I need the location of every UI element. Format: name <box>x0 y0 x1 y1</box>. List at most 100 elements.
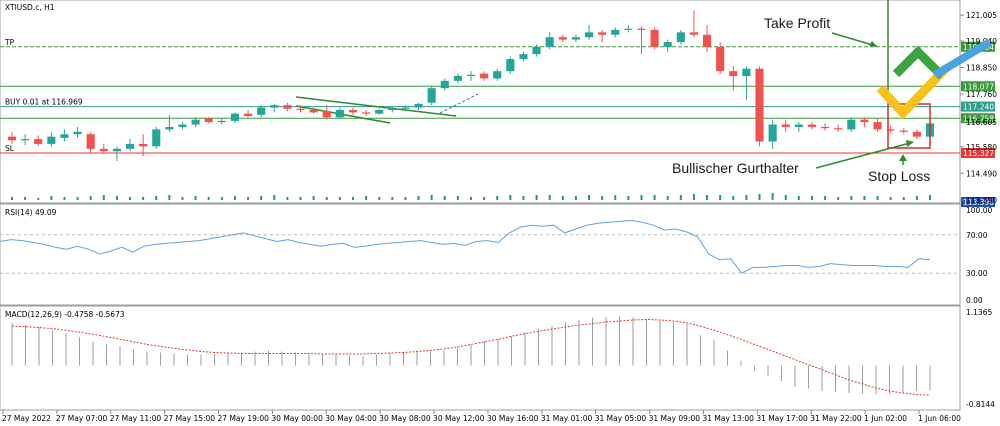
volume-bar <box>732 196 735 200</box>
volume-bar <box>810 196 813 200</box>
time-tick-label: 30 May 08:00 <box>379 414 431 423</box>
volume-bar <box>168 195 171 200</box>
rsi-line <box>0 219 931 274</box>
candle-body <box>388 108 397 110</box>
candle-body <box>834 128 843 130</box>
volume-bar <box>902 197 905 200</box>
order-link-line <box>439 93 479 114</box>
channel-upper-line <box>295 96 457 117</box>
candle-body <box>598 32 607 35</box>
volume-bar <box>273 195 276 200</box>
candle-body <box>912 131 921 137</box>
time-tick-label: 30 May 16:00 <box>487 414 539 423</box>
candle-body <box>257 107 266 115</box>
price-tick-label: 113.390 <box>966 196 997 205</box>
level-price-label: 117.240 <box>963 103 994 112</box>
volume-bar <box>771 193 774 200</box>
volume-bar <box>299 197 302 200</box>
candle-body <box>716 46 725 72</box>
rsi-tick-label: 0.00 <box>966 296 983 305</box>
candle-body <box>663 42 672 47</box>
candle-body <box>807 124 817 127</box>
time-tick-label: 30 May 00:00 <box>271 414 323 423</box>
volume-bar <box>824 196 827 200</box>
time-tick-label: 27 May 19:00 <box>218 414 270 423</box>
time-tick-label: 1 Jun 02:00 <box>864 414 907 423</box>
volume-bar <box>706 195 709 200</box>
price-tick-label: 117.760 <box>966 90 997 99</box>
rsi-indicator: 100.00 70.00 30.00 0.00 <box>0 206 992 305</box>
volume-bar <box>692 194 695 200</box>
candle-body <box>99 148 108 152</box>
pattern-annotation: Bullischer Gurthalter <box>672 160 799 176</box>
candle-body <box>322 111 331 118</box>
candle-body <box>453 76 462 81</box>
time-tick-label: 27 May 11:00 <box>110 414 162 423</box>
volume-bar <box>338 197 341 200</box>
macd-pane[interactable] <box>0 305 961 411</box>
level-price-tag <box>961 81 995 92</box>
level-price-tag <box>961 147 995 158</box>
candle-body <box>243 113 253 117</box>
volume-bar <box>863 196 866 200</box>
time-tick-label: 27 May 2022 <box>2 414 51 423</box>
candle-body <box>86 134 95 149</box>
time-tick-label: 30 May 04:00 <box>325 414 377 423</box>
candle-body <box>348 109 358 113</box>
price-tick-label: 116.605 <box>966 118 997 127</box>
candle-body <box>558 37 567 40</box>
macd-tick-label: 1.1365 <box>966 308 992 317</box>
volume-bar <box>929 195 931 200</box>
stop-loss-arrowhead-icon <box>899 154 907 161</box>
price-pane[interactable] <box>0 0 961 204</box>
candle-body <box>506 59 515 72</box>
volume-bar <box>509 195 512 200</box>
time-tick-label: 31 May 22:00 <box>810 414 862 423</box>
pattern-arrow <box>815 142 911 169</box>
volume-bar <box>378 197 381 200</box>
time-axis: 27 May 2022 27 May 07:00 27 May 11:00 27 Ma… <box>2 410 961 423</box>
macd-tick-label: -0.8144 <box>966 400 995 409</box>
time-tick-label: 31 May 17:00 <box>756 414 808 423</box>
level-price-label: 116.758 <box>963 114 994 123</box>
volume-bar <box>312 196 315 200</box>
volume-bar <box>24 197 27 200</box>
candle-body <box>296 108 305 110</box>
volume-bar <box>155 196 158 200</box>
volume-bar <box>561 196 564 200</box>
candle-body <box>217 120 226 123</box>
candle-body <box>178 124 187 127</box>
candle-body <box>112 148 121 152</box>
candle-body <box>532 46 541 55</box>
rsi-tick-label: 100.00 <box>966 206 992 215</box>
take-profit-arrow <box>831 32 877 47</box>
candle-body <box>781 124 790 127</box>
candle-body <box>768 124 777 142</box>
candle-body <box>847 119 856 130</box>
candle-body <box>689 32 699 35</box>
volume-bar <box>37 198 40 200</box>
brand-logo-icon <box>876 38 993 120</box>
candle-body <box>729 71 738 77</box>
time-tick-label: 27 May 15:00 <box>164 414 216 423</box>
rsi-tick-label: 70.00 <box>966 231 988 240</box>
candle-body <box>676 32 685 43</box>
volume-bar <box>76 197 79 200</box>
volume-bar <box>63 197 66 200</box>
volume-bar <box>50 196 53 200</box>
volume-bar <box>286 197 289 200</box>
macd-indicator: 1.1365 -0.8144 <box>11 308 995 409</box>
candle-body <box>571 37 580 40</box>
rsi-pane[interactable] <box>0 203 961 306</box>
level-name: SL <box>5 144 15 153</box>
volume-bar <box>142 197 145 200</box>
volume-bar <box>470 197 472 200</box>
candle-body <box>375 109 384 114</box>
volume-bar <box>574 196 577 200</box>
volume-bar <box>247 197 250 200</box>
volume-bar <box>784 195 787 200</box>
macd-signal-line <box>11 318 931 396</box>
candle-body <box>480 73 489 79</box>
level-name: TP <box>4 38 15 47</box>
